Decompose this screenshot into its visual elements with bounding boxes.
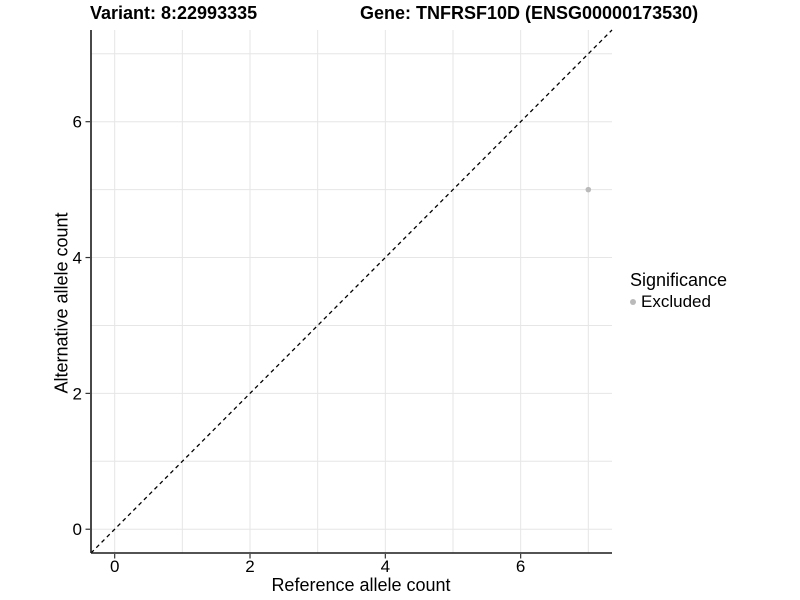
- plot-title-gene: Gene: TNFRSF10D (ENSG00000173530): [360, 3, 699, 23]
- y-axis-label: Alternative allele count: [51, 212, 72, 394]
- y-tick-label: 6: [73, 113, 82, 132]
- x-tick-label: 2: [245, 557, 254, 576]
- legend: Significance Excluded: [630, 269, 727, 311]
- y-tick-label: 4: [73, 249, 82, 268]
- x-tick-label: 0: [110, 557, 119, 576]
- plot-title-variant: Variant: 8:22993335: [90, 3, 258, 23]
- y-tick-label: 2: [73, 384, 82, 403]
- legend-item-label: Excluded: [641, 292, 711, 311]
- identity-line: [90, 29, 613, 554]
- x-tick-label: 6: [516, 557, 525, 576]
- legend-item-excluded: Excluded: [630, 292, 727, 311]
- x-axis-label: Reference allele count: [271, 575, 451, 595]
- y-tick-label: 0: [73, 520, 82, 539]
- legend-title: Significance: [630, 270, 728, 290]
- x-tick-label: 4: [381, 557, 390, 576]
- data-point: [585, 186, 592, 193]
- legend-point-marker: [630, 298, 636, 305]
